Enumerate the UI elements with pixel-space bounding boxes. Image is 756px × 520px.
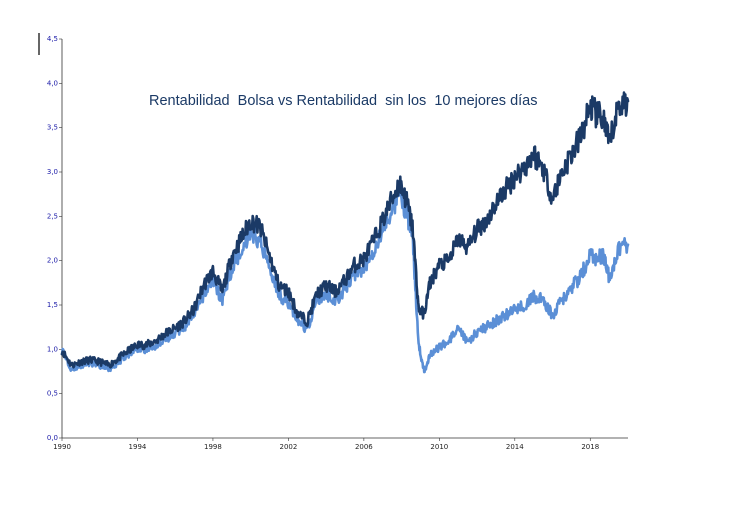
y-tick-label: 2,5 [47,212,58,220]
x-tick-label: 2014 [506,443,524,451]
y-tick-label: 4,0 [47,79,58,87]
y-axis-ticks: 0,0 0,5 1,0 1,5 2,0 2,5 3,0 3,5 4,0 4,5 [47,35,62,442]
x-axis-ticks: 1990 1994 1998 2002 2006 2010 2014 2018 [53,438,599,451]
y-tick-label: 2,0 [47,257,58,265]
series-line-sin-10-mejores [60,183,630,374]
x-tick-label: 2018 [581,443,599,451]
x-tick-label: 1994 [129,443,147,451]
y-tick-label: 4,5 [47,35,58,43]
x-tick-label: 2006 [355,443,373,451]
y-tick-label: 0,0 [47,434,58,442]
y-tick-label: 3,5 [47,124,58,132]
y-tick-label: 0,5 [47,390,58,398]
x-tick-label: 2002 [279,443,297,451]
x-tick-label: 1990 [53,443,71,451]
chart-title: Rentabilidad Bolsa vs Rentabilidad sin l… [149,93,538,109]
x-tick-label: 2010 [430,443,448,451]
x-tick-label: 1998 [204,443,222,451]
series-layer [60,91,630,374]
y-tick-label: 3,0 [47,168,58,176]
y-tick-label: 1,0 [47,345,58,353]
series-line-bolsa [60,91,630,369]
y-tick-label: 1,5 [47,301,58,309]
